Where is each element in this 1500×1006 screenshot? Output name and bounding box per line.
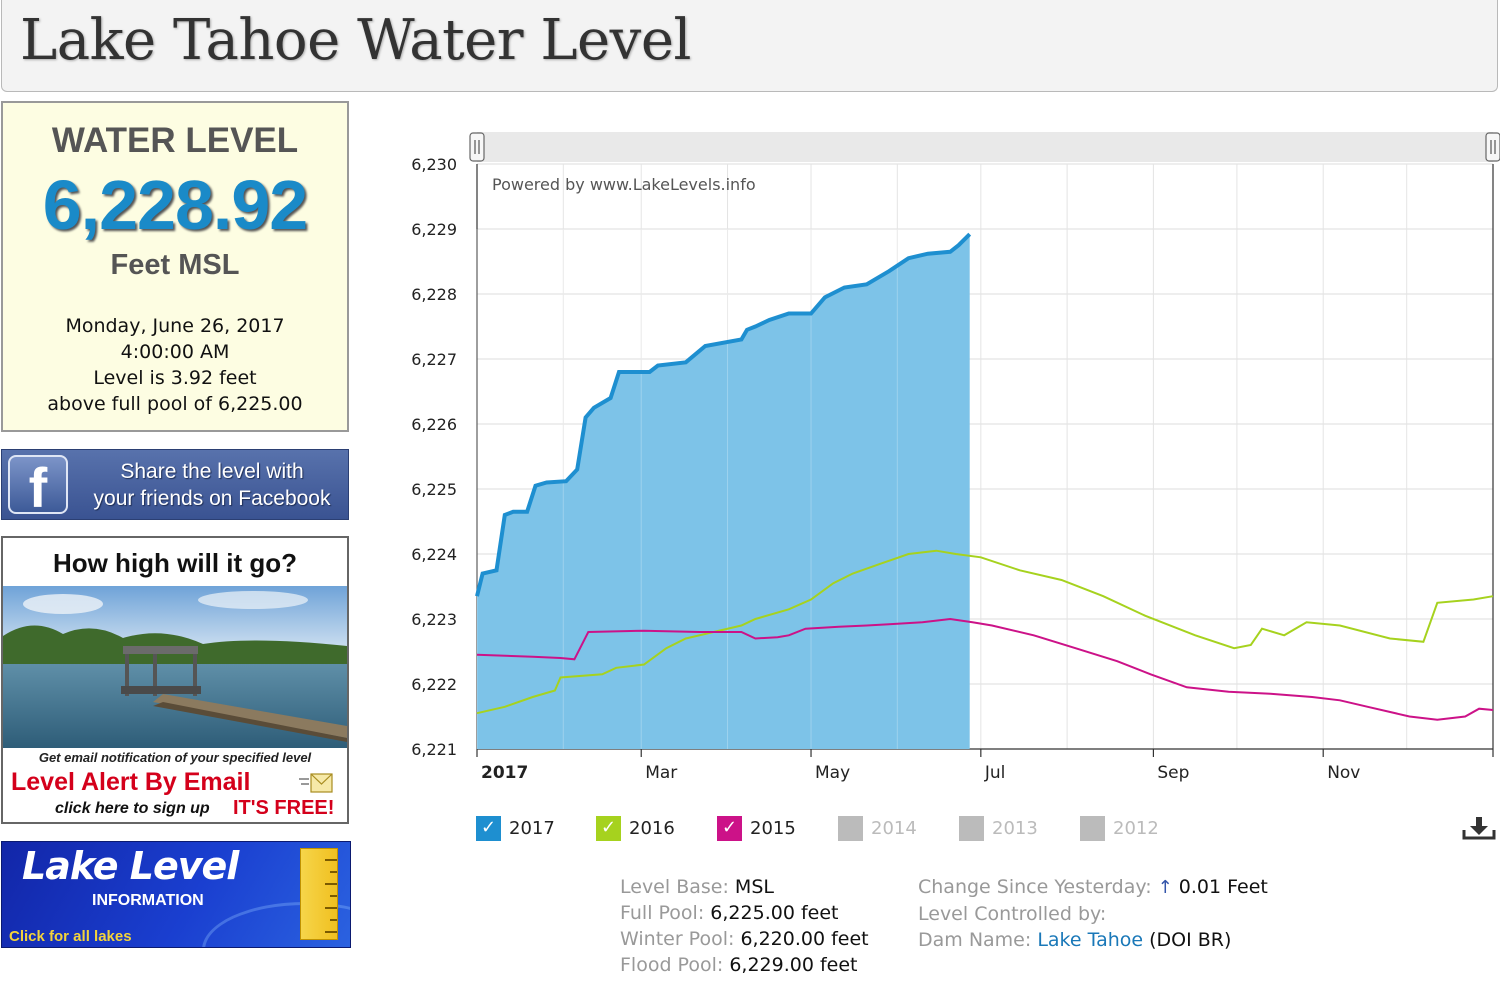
y-tick-label: 6,223 (411, 610, 457, 629)
water-level-value: 6,228.92 (42, 166, 308, 244)
change-value: 0.01 Feet (1178, 876, 1268, 898)
facebook-share-line-2: your friends on Facebook (93, 487, 331, 510)
series-2017-area (477, 234, 970, 749)
email-alert-ad[interactable]: How high will it go? Get email notificat… (1, 536, 349, 824)
controlled-row: Level Controlled by: (918, 901, 1268, 927)
water-level-chart: 6,221 6,222 6,223 6,224 6,225 6,226 6,227 6,228… (360, 100, 1500, 900)
lake-level-info-banner[interactable]: Lake Level INFORMATION Click for all lak… (1, 841, 351, 948)
full-pool-row: Full Pool: 6,225.00 feet (620, 900, 869, 926)
ad-signup-link[interactable]: click here to sign up (55, 800, 210, 817)
y-tick-label: 6,221 (411, 740, 457, 759)
y-tick-label: 6,225 (411, 480, 457, 499)
reading-time: 4:00:00 AM (120, 341, 230, 363)
title-bar: Lake Tahoe Water Level (1, 0, 1498, 92)
legend-label-2012: 2012 (1113, 818, 1159, 839)
envelope-icon (299, 773, 333, 793)
unchecked-box-icon (959, 816, 984, 841)
x-tick-label: May (815, 763, 850, 783)
controlled-label: Level Controlled by: (918, 903, 1107, 925)
dam-row: Dam Name: Lake Tahoe (DOI BR) (918, 927, 1268, 953)
dam-label: Dam Name: (918, 929, 1032, 951)
winter-pool-label: Winter Pool: (620, 928, 735, 950)
series-2017-line (475, 232, 972, 597)
water-level-panel: WATER LEVEL 6,228.92 Feet MSL Monday, Ju… (1, 101, 349, 432)
level-base-row: Level Base: MSL (620, 874, 869, 900)
y-tick-label: 6,226 (411, 415, 457, 434)
ad-level-alert-title: Level Alert By Email (11, 768, 251, 796)
checkmark-icon: ✓ (596, 816, 621, 841)
ad-free-label: IT'S FREE! (233, 797, 335, 819)
arrow-up-icon: ↑ (1157, 877, 1173, 898)
checkmark-icon: ✓ (717, 816, 742, 841)
flood-pool-value: 6,229.00 feet (729, 954, 858, 976)
facebook-share-text: Share the level with your friends on Fac… (86, 458, 338, 512)
y-tick-label: 6,230 (411, 155, 457, 174)
facebook-share-line-1: Share the level with (120, 460, 304, 483)
x-tick-label: 2017 (481, 763, 528, 783)
y-tick-label: 6,228 (411, 285, 457, 304)
x-tick-label: Mar (645, 763, 677, 783)
y-tick-label: 6,222 (411, 675, 457, 694)
water-level-heading: WATER LEVEL (51, 121, 299, 160)
level-diff-line: Level is 3.92 feet (93, 367, 257, 389)
navigator-bar (477, 132, 1493, 162)
full-pool-line: above full pool of 6,225.00 (47, 393, 303, 415)
legend-label-2015: 2015 (750, 818, 796, 839)
full-pool-value: 6,225.00 feet (710, 902, 839, 924)
water-level-unit: Feet MSL (110, 249, 240, 281)
lake-level-banner-title: Lake Level (22, 844, 239, 888)
pool-details: Level Base: MSL Full Pool: 6,225.00 feet… (620, 874, 869, 978)
dam-link[interactable]: Lake Tahoe (1037, 929, 1144, 951)
series-2016-line (476, 549, 1494, 715)
legend-label-2016: 2016 (629, 818, 675, 839)
flood-pool-label: Flood Pool: (620, 954, 724, 976)
ad-headline: How high will it go? (52, 548, 298, 578)
navigator-handle-right (1485, 132, 1500, 162)
flood-pool-row: Flood Pool: 6,229.00 feet (620, 952, 869, 978)
facebook-share-banner[interactable]: f Share the level with your friends on F… (1, 449, 349, 520)
facebook-icon: f (8, 455, 68, 519)
ad-subline: Get email notification of your specified… (38, 750, 312, 765)
legend-label-2017: 2017 (509, 818, 555, 839)
powered-by-credit: Powered by www.LakeLevels.info (492, 175, 756, 194)
y-tick-label: 6,224 (411, 545, 457, 564)
change-label: Change Since Yesterday: (918, 876, 1152, 898)
full-pool-label: Full Pool: (620, 902, 705, 924)
unchecked-box-icon (838, 816, 863, 841)
x-tick-label: Nov (1327, 763, 1360, 783)
download-icon[interactable] (1462, 816, 1496, 840)
navigator-handle-left (469, 132, 485, 162)
unchecked-box-icon (1080, 816, 1105, 841)
winter-pool-row: Winter Pool: 6,220.00 feet (620, 926, 869, 952)
series-2015-line (476, 617, 1494, 721)
level-base-label: Level Base: (620, 876, 729, 898)
ruler-icon (300, 848, 338, 940)
page-title: Lake Tahoe Water Level (20, 8, 691, 73)
reading-date: Monday, June 26, 2017 (65, 315, 285, 337)
dam-suffix: (DOI BR) (1149, 929, 1232, 951)
x-tick-label: Jul (984, 763, 1006, 783)
winter-pool-value: 6,220.00 feet (740, 928, 869, 950)
level-base-value: MSL (734, 876, 774, 898)
water-level-details: Monday, June 26, 2017 4:00:00 AM Level i… (3, 313, 347, 417)
lake-level-banner-subtitle: INFORMATION (92, 892, 204, 909)
lake-dock-photo (3, 586, 347, 748)
chart-plot: 6,221 6,222 6,223 6,224 6,225 6,226 6,227 6,228… (411, 132, 1500, 783)
checkmark-icon: ✓ (476, 816, 501, 841)
all-lakes-link[interactable]: Click for all lakes (9, 928, 132, 945)
y-tick-label: 6,227 (411, 350, 457, 369)
x-tick-label: Sep (1157, 763, 1189, 783)
change-details: Change Since Yesterday: ↑ 0.01 Feet Leve… (918, 874, 1268, 953)
y-tick-label: 6,229 (411, 220, 457, 239)
legend-label-2013: 2013 (992, 818, 1038, 839)
legend-label-2014: 2014 (871, 818, 917, 839)
change-row: Change Since Yesterday: ↑ 0.01 Feet (918, 874, 1268, 901)
